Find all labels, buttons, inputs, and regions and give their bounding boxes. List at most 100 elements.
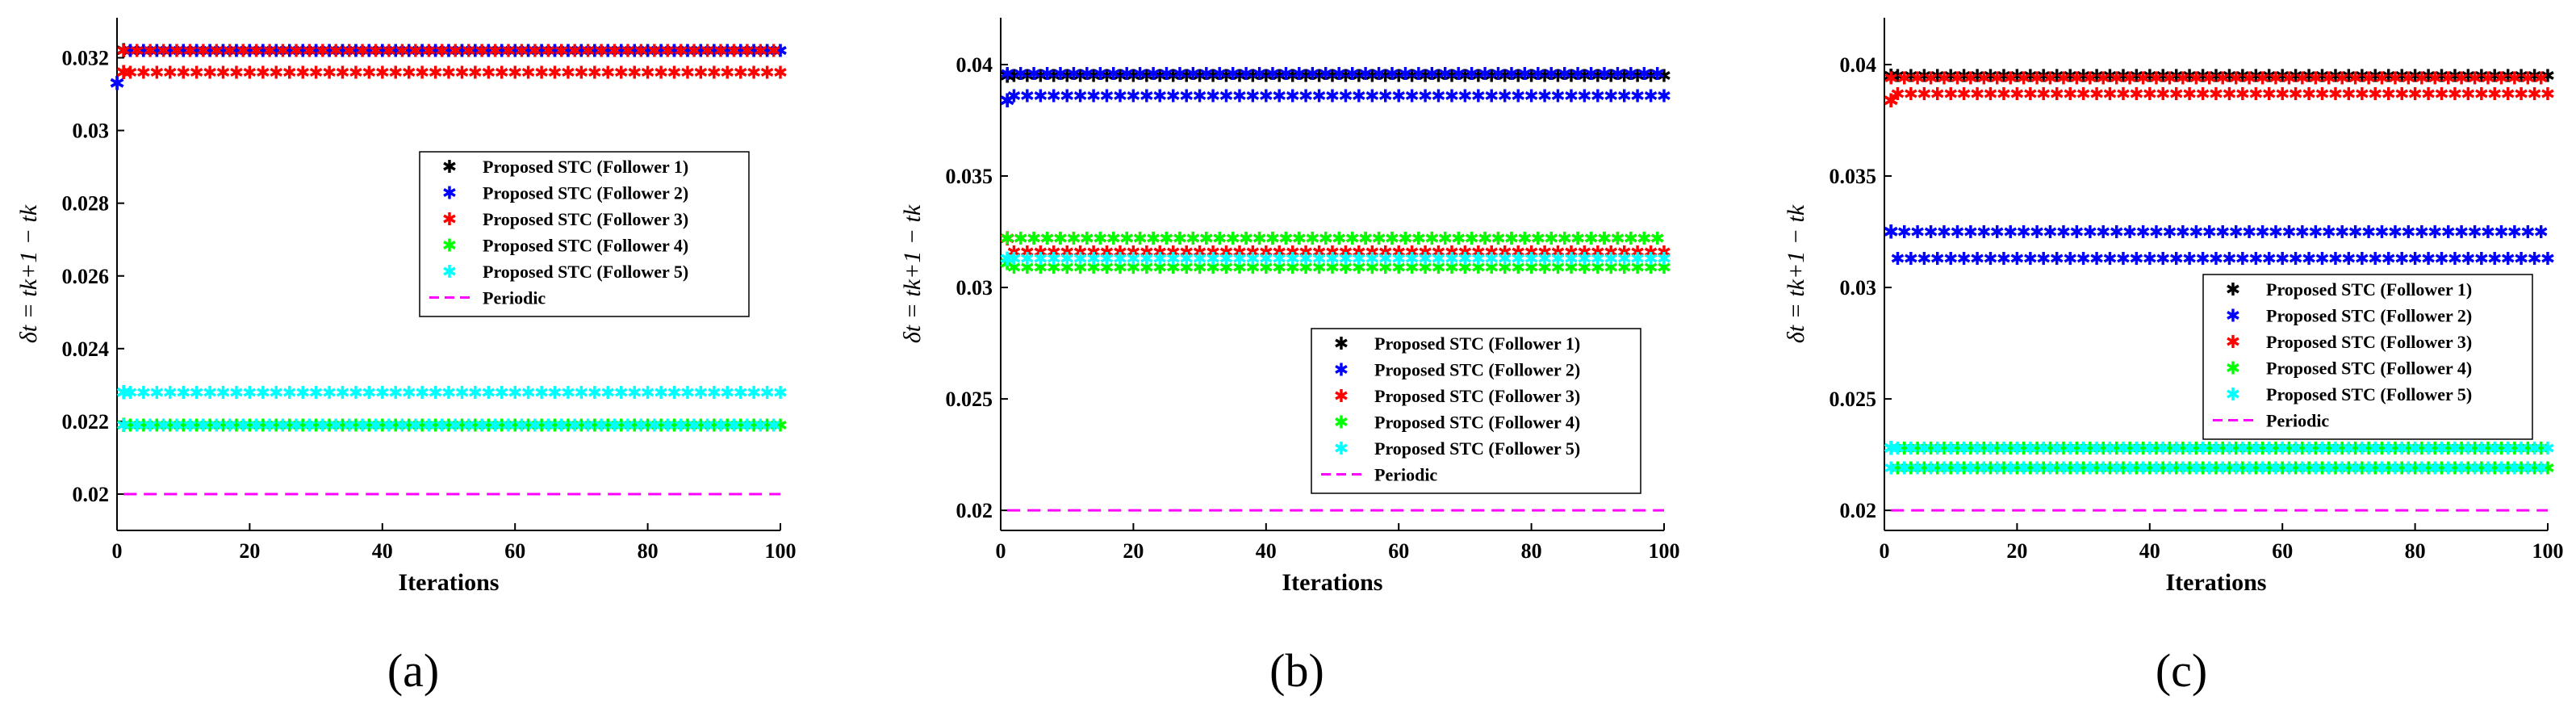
- data-point: ✱: [1006, 87, 1021, 107]
- data-point: ✱: [2222, 85, 2236, 105]
- data-point: ✱: [614, 383, 629, 404]
- data-point: ✱: [2394, 85, 2409, 105]
- data-point: ✱: [600, 41, 615, 61]
- data-point: ✱: [349, 41, 363, 61]
- data-point: ✱: [1166, 67, 1181, 87]
- data-point: ✱: [1020, 249, 1035, 270]
- data-point: ✱: [521, 383, 535, 404]
- data-point: ✱: [1524, 249, 1538, 270]
- legend-entry-label: Proposed STC (Follower 2): [2266, 306, 2472, 326]
- data-point: ✱: [1930, 249, 1945, 270]
- data-point: ✱: [2434, 459, 2448, 480]
- data-point: ✱: [2481, 439, 2495, 459]
- data-point: ✱: [2050, 249, 2064, 270]
- data-point: ✱: [1884, 459, 1898, 480]
- data-point: ✱: [249, 41, 263, 61]
- data-point-start: ✱: [115, 61, 132, 84]
- legend-entry-label: Proposed STC (Follower 5): [2266, 384, 2472, 404]
- data-point: ✱: [2222, 249, 2236, 270]
- data-point: ✱: [1245, 258, 1260, 279]
- data-point: ✱: [1212, 65, 1227, 85]
- data-point: ✱: [2209, 67, 2223, 87]
- data-point: ✱: [1338, 243, 1353, 263]
- series-follower-41: ✱✱✱✱✱✱✱✱✱✱✱✱✱✱✱✱✱✱✱✱✱✱✱✱✱✱✱✱✱✱✱✱✱✱✱✱✱✱✱✱…: [999, 248, 1671, 270]
- data-point: ✱: [1086, 249, 1101, 270]
- data-point: ✱: [123, 383, 137, 404]
- data-point: ✱: [189, 63, 203, 83]
- data-point: ✱: [249, 416, 263, 436]
- data-point: ✱: [1418, 67, 1432, 87]
- data-point: ✱: [1278, 229, 1293, 249]
- data-point: ✱: [163, 416, 178, 436]
- data-point: ✱: [2076, 85, 2090, 105]
- data-point: ✱: [1471, 258, 1486, 279]
- y-tick-label: 0.025: [1830, 388, 1877, 411]
- data-point: ✱: [1146, 65, 1160, 85]
- data-point: ✱: [2540, 67, 2555, 87]
- data-point: ✱: [594, 41, 608, 61]
- data-point: ✱: [1365, 87, 1379, 107]
- data-point: ✱: [176, 63, 190, 83]
- data-point: ✱: [1239, 65, 1253, 85]
- data-point: ✱: [508, 41, 522, 61]
- data-point: ✱: [1438, 229, 1453, 249]
- data-point: ✱: [2050, 439, 2064, 459]
- data-point: ✱: [203, 41, 217, 61]
- data-point: ✱: [2520, 439, 2535, 459]
- data-point: ✱: [1140, 67, 1154, 87]
- data-point: ✱: [1159, 229, 1173, 249]
- data-point: ✱: [2454, 439, 2469, 459]
- data-point: ✱: [2255, 223, 2269, 243]
- data-point: ✱: [408, 41, 423, 61]
- data-point: ✱: [495, 41, 509, 61]
- data-point: ✱: [269, 41, 283, 61]
- data-point: ✱: [1344, 229, 1359, 249]
- data-point: ✱: [2461, 67, 2475, 87]
- data-point: ✱: [2248, 459, 2263, 480]
- data-point: ✱: [1511, 249, 1525, 270]
- data-point: ✱: [1219, 258, 1233, 279]
- data-point: ✱: [1604, 243, 1618, 263]
- data-point: ✱: [1047, 258, 1061, 279]
- data-point: ✱: [2348, 223, 2362, 243]
- data-point: ✱: [388, 416, 403, 436]
- data-point: ✱: [2135, 69, 2150, 89]
- data-point: ✱: [1537, 258, 1552, 279]
- data-point: ✱: [2520, 459, 2535, 480]
- data-point: ✱: [1212, 229, 1227, 249]
- data-point: ✱: [700, 416, 714, 436]
- legend-entry-label: Proposed STC (Follower 3): [2266, 332, 2472, 352]
- data-point: ✱: [1963, 69, 1978, 89]
- data-point: ✱: [561, 41, 575, 61]
- data-point: ✱: [2302, 439, 2316, 459]
- data-point: ✱: [1192, 249, 1206, 270]
- data-point: ✱: [1404, 87, 1419, 107]
- data-point: ✱: [746, 416, 761, 436]
- data-point: ✱: [1311, 87, 1326, 107]
- data-point: ✱: [1106, 65, 1121, 85]
- data-point: ✱: [349, 416, 363, 436]
- data-point: ✱: [1917, 85, 1931, 105]
- data-point: ✱: [1404, 249, 1419, 270]
- data-point: ✱: [508, 63, 522, 83]
- data-point: ✱: [1643, 67, 1658, 87]
- data-point: ✱: [501, 416, 516, 436]
- data-point: ✱: [308, 416, 323, 436]
- data-point: ✱: [1997, 85, 2011, 105]
- data-point: ✱: [580, 41, 595, 61]
- series-follower-31: ✱✱✱✱✱✱✱✱✱✱✱✱✱✱✱✱✱✱✱✱✱✱✱✱✱✱✱✱✱✱✱✱✱✱✱✱✱✱✱✱…: [115, 414, 788, 437]
- data-point: ✱: [528, 41, 542, 61]
- data-point: ✱: [1411, 229, 1426, 249]
- data-point: ✱: [1073, 87, 1087, 107]
- data-point: ✱: [1570, 229, 1585, 249]
- x-tick-label: 40: [372, 539, 393, 563]
- data-point: ✱: [1970, 459, 1984, 480]
- data-point: ✱: [1531, 229, 1545, 249]
- data-point: ✱: [514, 416, 529, 436]
- data-point: ✱: [2116, 67, 2131, 87]
- data-point: ✱: [401, 383, 416, 404]
- data-point: ✱: [720, 383, 734, 404]
- data-point: ✱: [1265, 229, 1280, 249]
- data-point: ✱: [2415, 459, 2429, 480]
- data-point: ✱: [395, 416, 409, 436]
